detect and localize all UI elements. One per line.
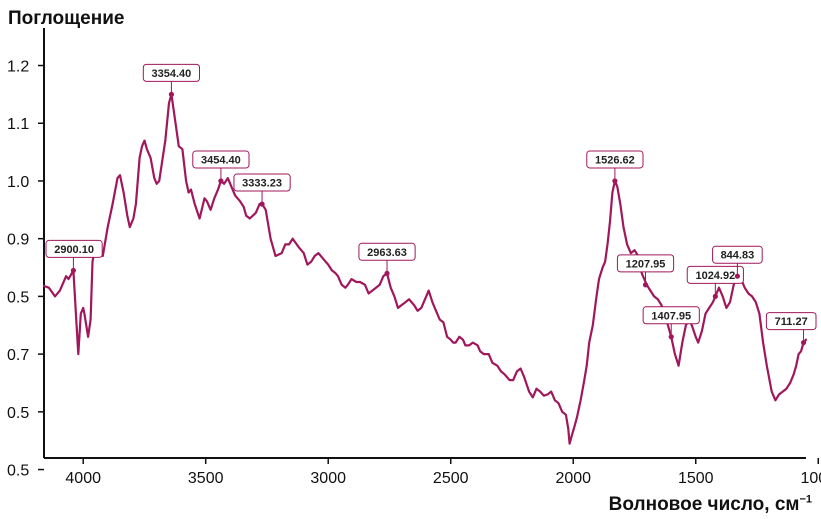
annotation-marker [70,267,77,274]
annotation-box [358,242,416,261]
x-axis-title-superscript: −1 [799,493,812,506]
y-axis-title: Поглощение [8,8,125,29]
y-tick-label: 1.0 [7,174,29,191]
annotation-label: 711.27 [775,316,808,328]
y-tick-label: 1.2 [7,59,29,76]
annotation-label: 3354.40 [152,68,192,80]
annotation-box [142,63,201,82]
y-tick-label: 0.5 [7,405,29,422]
y-tick-label: 0.5 [7,463,29,480]
annotation-box [586,150,644,169]
x-axis-title-text: Волновое число, см [608,494,800,515]
annotation-label: 1207.95 [626,258,666,270]
annotation-marker [384,270,390,276]
y-tick-label: 1.1 [7,116,29,133]
spectrum-line [42,93,808,445]
annotation-marker [712,293,718,299]
annotation-marker [734,273,740,279]
annotation-label: 1526.62 [595,154,635,166]
annotation-marker [642,282,649,288]
x-tick-label: 3500 [188,470,224,487]
annotation-marker [218,178,224,184]
annotation-marker [668,334,674,340]
annotation-box [642,306,700,325]
annotation-marker [800,339,807,346]
annotation-box [616,254,675,273]
annotation-label: 2963.63 [367,247,407,259]
annotation-label: 3454.40 [201,154,241,166]
x-tick-label: 1000 [800,470,821,487]
axes: 1.2 1.1 1.0 0.9 0.5 0.7 0.5 0.5 4000 3500 3000 2500… [7,28,821,487]
x-tick-label: 2500 [433,470,469,487]
x-tick-label: 3000 [310,470,346,487]
annotation-box [686,265,744,284]
annotation-box [192,150,250,169]
annotation-marker [259,201,265,207]
annotation-box [45,239,103,258]
x-tick-label: 2000 [555,470,591,487]
annotation-box [765,312,817,331]
y-tick-label: 0.5 [7,289,29,306]
annotation-marker [168,91,175,97]
annotation-label: 3333.23 [242,178,282,190]
annotation-label: 1024.92 [695,270,735,282]
annotation-label: 1407.95 [651,310,691,322]
x-axis-title: Волновое число, см−1 [609,494,812,516]
y-tick-label: 0.7 [7,347,29,364]
annotation-box [712,245,763,264]
x-tick-label: 4000 [65,470,101,487]
y-tick-label: 0.9 [7,232,29,249]
x-tick-label: 1500 [678,470,714,487]
annotation-label: 844.83 [721,250,755,262]
annotation-box [233,173,291,192]
series-layer [42,93,808,445]
annotation-label: 2900.10 [54,244,94,256]
annotation-marker [612,178,618,184]
